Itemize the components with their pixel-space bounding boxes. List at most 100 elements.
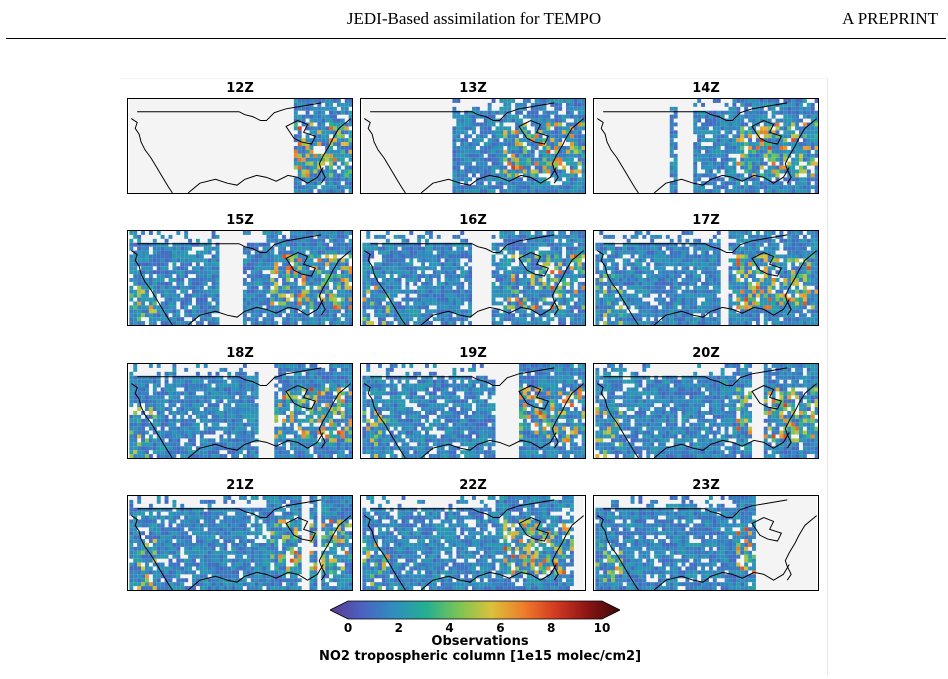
west-coastline — [597, 250, 639, 325]
panel-title: 23Z — [692, 478, 720, 493]
colorbar-ramp — [329, 600, 621, 620]
map-canvas — [129, 99, 352, 193]
us-canada-border — [370, 499, 555, 519]
great-lakes-outline — [285, 120, 317, 145]
colorbar-tick-label: 0 — [343, 621, 353, 635]
panel-title: 19Z — [459, 346, 487, 361]
no2-map-panel — [360, 495, 586, 591]
us-canada-border — [603, 499, 788, 519]
observation-cells — [362, 231, 585, 325]
colorbar-tick-label: 10 — [593, 621, 611, 635]
gulf-coastline — [420, 167, 557, 193]
west-coastline — [131, 383, 173, 458]
panel-title: 17Z — [692, 213, 720, 228]
running-head: JEDI-Based assimilation for TEMPO A PREP… — [0, 0, 948, 40]
no2-map-panel — [360, 98, 586, 194]
running-title: JEDI-Based assimilation for TEMPO — [346, 9, 602, 28]
panel-title: 13Z — [459, 81, 487, 96]
observation-cells — [362, 364, 585, 458]
colorbar — [329, 600, 621, 620]
map-canvas — [362, 231, 585, 325]
gulf-coastline — [653, 432, 790, 458]
great-lakes-outline — [751, 385, 783, 410]
east-coastline — [318, 118, 351, 184]
great-lakes-outline — [285, 517, 317, 542]
no2-map-panel — [593, 495, 819, 591]
panel-title: 12Z — [226, 81, 254, 96]
us-canada-border — [603, 234, 788, 254]
west-coastline — [364, 383, 406, 458]
great-lakes-outline — [285, 385, 317, 410]
map-canvas — [362, 364, 585, 458]
panel-title: 20Z — [692, 346, 720, 361]
no2-map-panel — [360, 363, 586, 459]
us-canada-border — [370, 234, 555, 254]
west-coastline — [597, 515, 639, 590]
gulf-coastline — [187, 564, 324, 590]
observation-cells — [595, 364, 818, 458]
great-lakes-outline — [751, 252, 783, 277]
us-canada-border — [137, 234, 322, 254]
great-lakes-outline — [518, 385, 550, 410]
west-coastline — [364, 250, 406, 325]
no2-map-panel — [127, 98, 353, 194]
observation-cells — [362, 496, 574, 590]
observation-cells — [129, 231, 352, 325]
east-coastline — [784, 515, 817, 581]
map-canvas — [595, 496, 817, 590]
west-coastline — [131, 515, 173, 590]
gulf-coastline — [653, 564, 790, 590]
colorbar-label-units: NO2 tropospheric column [1e15 molec/cm2] — [318, 649, 642, 664]
great-lakes-outline — [518, 252, 550, 277]
no2-map-panel — [127, 495, 353, 591]
colorbar-svg — [329, 600, 621, 620]
no2-map-panel — [593, 98, 819, 194]
panel-title: 14Z — [692, 81, 720, 96]
great-lakes-outline — [518, 120, 550, 145]
east-coastline — [551, 515, 584, 581]
observation-cells — [595, 496, 756, 590]
us-canada-border — [370, 367, 555, 387]
gulf-coastline — [420, 432, 557, 458]
colorbar-tick-label: 6 — [496, 621, 505, 635]
observation-cells — [669, 99, 818, 193]
great-lakes-outline — [751, 120, 783, 145]
panel-title: 18Z — [226, 346, 254, 361]
panel-title: 21Z — [226, 478, 254, 493]
panel-title: 16Z — [459, 213, 487, 228]
us-canada-border — [137, 367, 322, 387]
observation-cells — [293, 99, 352, 193]
map-canvas — [129, 364, 352, 458]
west-coastline — [364, 118, 406, 193]
east-coastline — [551, 383, 584, 449]
map-canvas — [129, 231, 352, 325]
east-coastline — [551, 118, 584, 184]
us-canada-border — [137, 499, 322, 519]
map-canvas — [595, 231, 818, 325]
great-lakes-outline — [285, 252, 317, 277]
gulf-coastline — [653, 299, 790, 325]
gulf-coastline — [187, 299, 324, 325]
us-canada-border — [370, 102, 555, 122]
us-canada-border — [603, 367, 788, 387]
map-canvas — [129, 496, 352, 590]
map-canvas — [595, 364, 818, 458]
no2-map-panel — [127, 363, 353, 459]
no2-map-panel — [127, 230, 353, 326]
map-canvas — [595, 99, 818, 193]
observation-cells — [129, 364, 352, 458]
great-lakes-outline — [751, 517, 783, 542]
east-coastline — [784, 250, 817, 316]
gulf-coastline — [653, 167, 790, 193]
map-canvas — [362, 496, 584, 590]
header-rule — [6, 38, 946, 39]
no2-map-panel — [360, 230, 586, 326]
west-coastline — [597, 118, 639, 193]
west-coastline — [131, 250, 173, 325]
us-canada-border — [603, 102, 788, 122]
gulf-coastline — [187, 167, 324, 193]
us-canada-border — [137, 102, 322, 122]
gulf-coastline — [187, 432, 324, 458]
gulf-coastline — [420, 564, 557, 590]
west-coastline — [364, 515, 406, 590]
